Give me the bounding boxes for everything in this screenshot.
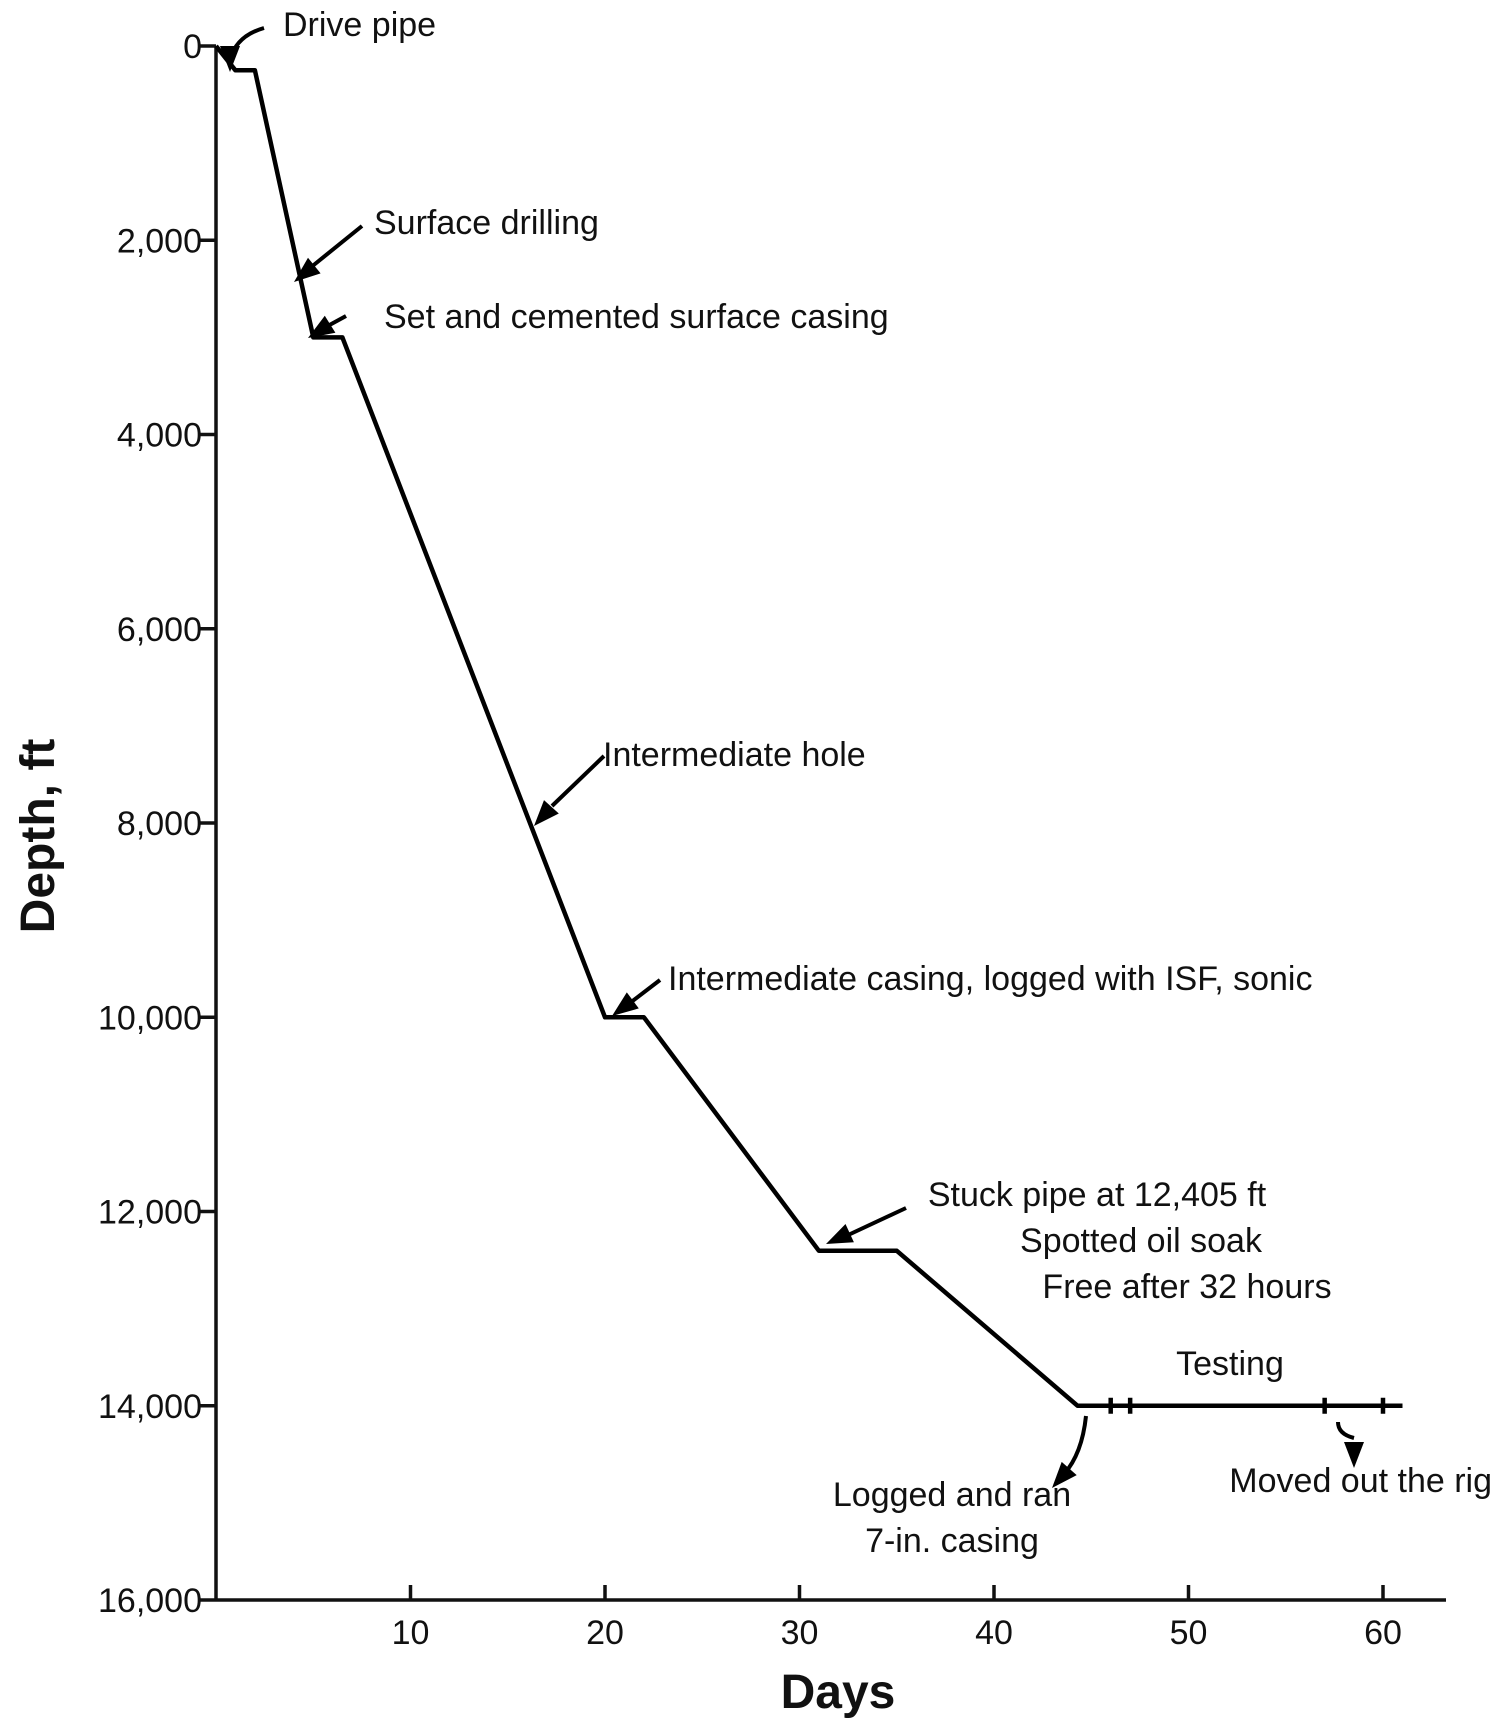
annotation-label: Drive pipe	[283, 6, 436, 44]
annotation-line: Drive pipe	[283, 6, 436, 44]
y-tick-label: 14,000	[98, 1388, 202, 1426]
depth-curve-layer	[214, 44, 1403, 1414]
annotation-label: Set and cemented surface casing	[384, 298, 889, 336]
annotation-line: Logged and ran	[833, 1476, 1071, 1514]
annotation-line: Set and cemented surface casing	[384, 298, 889, 336]
annotation-line: Intermediate casing, logged with ISF, so…	[668, 960, 1312, 998]
annotation-line: Free after 32 hours	[1042, 1268, 1331, 1306]
y-tick-label: 4,000	[117, 417, 202, 455]
annotation-arrow-head	[308, 315, 336, 338]
annotation-arrow-line	[308, 224, 364, 270]
depth-curve	[214, 44, 1403, 1409]
annotation-label: Testing	[1176, 1345, 1284, 1383]
annotation-label: Stuck pipe at 12,405 ft Spotted oil soak F…	[928, 1176, 1332, 1306]
annotation-arrow-line	[1062, 1415, 1088, 1476]
y-tick-label: 2,000	[117, 222, 202, 260]
annotation-line: Spotted oil soak	[1020, 1222, 1263, 1260]
annotation-arrow-head	[534, 800, 559, 826]
y-tick-label: 6,000	[117, 611, 202, 649]
annotation-line: Surface drilling	[374, 204, 599, 242]
annotation-arrow-line	[550, 754, 606, 808]
x-tick-label: 20	[586, 1614, 624, 1652]
annotation-arrow-line	[845, 1206, 907, 1238]
annotation-arrow-head	[826, 1224, 854, 1244]
annotation-line: Moved out the rig	[1229, 1462, 1492, 1500]
annotation-arrow-head	[1344, 1442, 1364, 1468]
y-tick-label: 12,000	[98, 1194, 202, 1232]
annotation-arrow-head	[612, 992, 639, 1016]
axis-ticks: 0 2,000 4,000 6,000 8,000 10,000 12,000 14,000 1…	[98, 28, 1402, 1652]
annotations: Drive pipe Surface drilling Set and cement…	[220, 6, 1492, 1560]
annotation-label: Surface drilling	[374, 204, 599, 242]
x-tick-label: 10	[392, 1614, 430, 1652]
annotation-arrow-head	[1052, 1461, 1077, 1488]
annotation-line: Intermediate hole	[603, 736, 866, 774]
y-axis-title: Depth, ft	[12, 739, 65, 934]
annotation-line: Testing	[1176, 1345, 1284, 1383]
y-tick-label: 0	[183, 28, 202, 66]
x-tick-label: 50	[1170, 1614, 1208, 1652]
annotation-line: 7-in. casing	[865, 1522, 1039, 1560]
x-tick-label: 40	[975, 1614, 1013, 1652]
y-tick-label: 16,000	[98, 1582, 202, 1620]
annotation-label: Moved out the rig	[1229, 1462, 1492, 1500]
x-tick-label: 30	[781, 1614, 819, 1652]
annotation-label: Intermediate hole	[603, 736, 866, 774]
annotation-label: Logged and ran 7-in. casing	[833, 1476, 1071, 1560]
x-axis-title: Days	[781, 1666, 896, 1719]
annotation-line: Stuck pipe at 12,405 ft	[928, 1176, 1267, 1214]
y-tick-label: 8,000	[117, 805, 202, 843]
x-tick-label: 60	[1364, 1614, 1402, 1652]
annotation-arrow-line	[1336, 1421, 1355, 1440]
annotation-label: Intermediate casing, logged with ISF, so…	[668, 960, 1312, 998]
annotation-arrow-head	[220, 46, 240, 72]
y-tick-label: 10,000	[98, 999, 202, 1037]
annotation-arrow-head	[294, 257, 321, 282]
